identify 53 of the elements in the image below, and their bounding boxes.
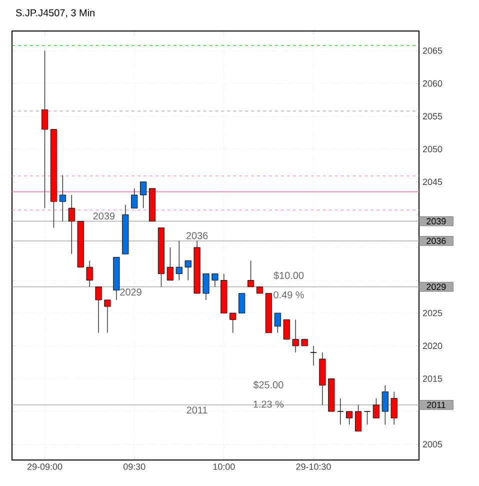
annotation: 2039 xyxy=(93,212,115,220)
candlestick xyxy=(390,391,398,425)
candlestick xyxy=(382,384,388,425)
y-tick-label: 2045 xyxy=(422,178,442,186)
candlestick xyxy=(247,260,254,288)
candlestick xyxy=(104,300,111,334)
candlestick xyxy=(364,411,371,425)
ref-line-label: 2036 xyxy=(426,238,446,244)
annotation: 0.49 % xyxy=(274,291,304,298)
y-tick-label: 2055 xyxy=(422,113,442,120)
y-tick-label: 2065 xyxy=(422,47,442,54)
candlestick xyxy=(176,240,182,281)
candlestick xyxy=(354,404,362,432)
y-tick-label: 2015 xyxy=(422,375,442,382)
candlestick xyxy=(346,411,353,425)
candlestick xyxy=(292,319,299,353)
candlestick xyxy=(68,194,75,254)
candlestick xyxy=(310,346,317,366)
y-tick-label: 2020 xyxy=(422,342,442,350)
y-tick-label: 2060 xyxy=(422,80,442,87)
candlestick xyxy=(202,273,210,300)
x-tick-label: 29-09:00 xyxy=(28,464,62,470)
candlestick xyxy=(274,312,281,334)
ref-line-label: 2039 xyxy=(426,218,446,224)
ref-line-label: 2029 xyxy=(426,284,446,290)
y-tick-label: 2025 xyxy=(422,310,442,316)
annotation: 2029 xyxy=(120,288,142,296)
chart-title: S.JP.J4507, 3 Min xyxy=(16,9,94,18)
candlestick xyxy=(336,398,344,425)
candlestick xyxy=(140,182,147,208)
candlestick xyxy=(184,260,192,281)
annotation: 2011 xyxy=(186,406,208,414)
annotation: $10.00 xyxy=(274,272,304,280)
y-tick-label: 2050 xyxy=(422,146,442,152)
candlestick xyxy=(86,260,93,288)
annotation: $25.00 xyxy=(253,380,284,389)
candlestick xyxy=(238,293,246,314)
candlestick xyxy=(283,319,290,340)
candlestick xyxy=(372,398,380,418)
candlestick xyxy=(131,188,138,208)
ref-line-label: 2011 xyxy=(427,402,446,408)
candlestick xyxy=(166,247,174,281)
candlestick xyxy=(230,312,236,334)
x-tick-label: 29-10:30 xyxy=(296,464,331,470)
candlestick xyxy=(212,273,218,288)
candlestick xyxy=(95,286,102,334)
x-tick-label: 09:30 xyxy=(123,464,146,470)
x-tick-label: 10:00 xyxy=(213,464,235,470)
y-tick-label: 2005 xyxy=(422,441,442,448)
candlestick xyxy=(41,50,48,208)
annotation: 2036 xyxy=(186,232,208,240)
annotation: 1.23 % xyxy=(254,400,284,408)
candlestick xyxy=(59,175,66,222)
